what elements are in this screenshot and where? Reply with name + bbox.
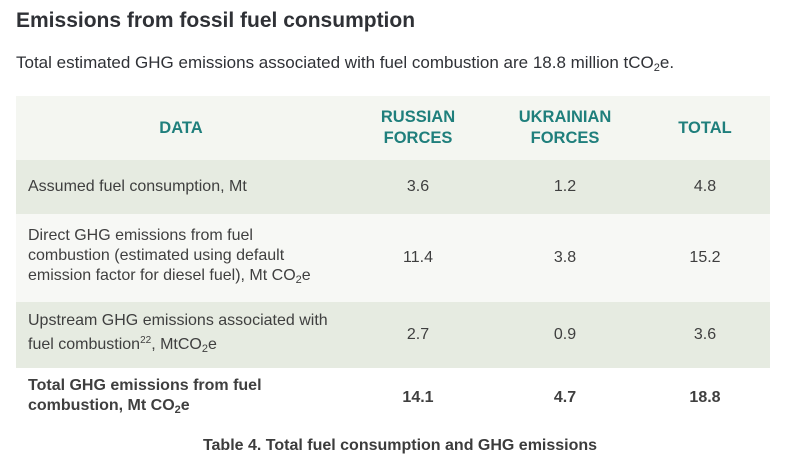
header-ukrainian-line1: UKRAINIAN bbox=[518, 108, 612, 126]
header-russian-line2: FORCES bbox=[383, 129, 453, 147]
cell-russian: 11.4 bbox=[346, 214, 490, 302]
row-label: Direct GHG emissions from fuel combustio… bbox=[16, 214, 346, 302]
row-label-suffix: e bbox=[180, 397, 190, 414]
cell-total: 3.6 bbox=[640, 302, 770, 368]
cell-total: 18.8 bbox=[640, 368, 770, 428]
section-summary: Total estimated GHG emissions associated… bbox=[16, 53, 674, 74]
cell-total: 4.8 bbox=[640, 160, 770, 214]
summary-text: Total estimated GHG emissions associated… bbox=[16, 53, 654, 72]
row-label-text: Assumed fuel consumption, Mt bbox=[28, 178, 247, 195]
summary-suffix: e. bbox=[659, 53, 675, 72]
summary-subscript: 2 bbox=[653, 62, 660, 74]
cell-ukrainian: 1.2 bbox=[490, 160, 640, 214]
cell-ukrainian: 3.8 bbox=[490, 214, 640, 302]
cell-ukrainian: 4.7 bbox=[490, 368, 640, 428]
cell-total: 15.2 bbox=[640, 214, 770, 302]
table-header-row: DATA RUSSIAN FORCES UKRAINIAN FORCES TOTAL bbox=[16, 96, 770, 160]
header-total: TOTAL bbox=[640, 96, 770, 160]
header-ukrainian-line2: FORCES bbox=[530, 129, 600, 147]
cell-russian: 3.6 bbox=[346, 160, 490, 214]
row-label-footnote: 22 bbox=[140, 335, 152, 346]
table-row-total: Total GHG emissions from fuel combustion… bbox=[16, 368, 770, 428]
row-label-text: Direct GHG emissions from fuel combustio… bbox=[28, 227, 296, 284]
row-label-subscript: 2 bbox=[174, 404, 181, 416]
emissions-table: DATA RUSSIAN FORCES UKRAINIAN FORCES TOTAL… bbox=[16, 96, 770, 428]
row-label-text: Upstream GHG emissions associated with f… bbox=[28, 312, 328, 353]
row-label-text: Total GHG emissions from fuel combustion… bbox=[28, 377, 262, 414]
row-label: Total GHG emissions from fuel combustion… bbox=[16, 368, 346, 428]
row-label-subscript: 2 bbox=[201, 343, 208, 355]
table-row: Direct GHG emissions from fuel combustio… bbox=[16, 214, 770, 302]
header-data: DATA bbox=[16, 96, 346, 160]
row-label: Upstream GHG emissions associated with f… bbox=[16, 302, 346, 368]
table-row: Upstream GHG emissions associated with f… bbox=[16, 302, 770, 368]
row-label-subscript: 2 bbox=[295, 274, 302, 286]
row-label-unit: , MtCO bbox=[151, 336, 202, 353]
row-label-suffix: e bbox=[301, 267, 311, 284]
cell-russian: 2.7 bbox=[346, 302, 490, 368]
header-russian-forces: RUSSIAN FORCES bbox=[346, 96, 490, 160]
header-ukrainian-forces: UKRAINIAN FORCES bbox=[490, 96, 640, 160]
section-title: Emissions from fossil fuel consumption bbox=[16, 9, 416, 32]
cell-ukrainian: 0.9 bbox=[490, 302, 640, 368]
table-caption: Table 4. Total fuel consumption and GHG … bbox=[202, 437, 598, 454]
row-label: Assumed fuel consumption, Mt bbox=[16, 160, 346, 214]
table-row: Assumed fuel consumption, Mt 3.6 1.2 4.8 bbox=[16, 160, 770, 214]
row-label-suffix: e bbox=[207, 336, 217, 353]
cell-russian: 14.1 bbox=[346, 368, 490, 428]
header-russian-line1: RUSSIAN bbox=[380, 108, 456, 126]
